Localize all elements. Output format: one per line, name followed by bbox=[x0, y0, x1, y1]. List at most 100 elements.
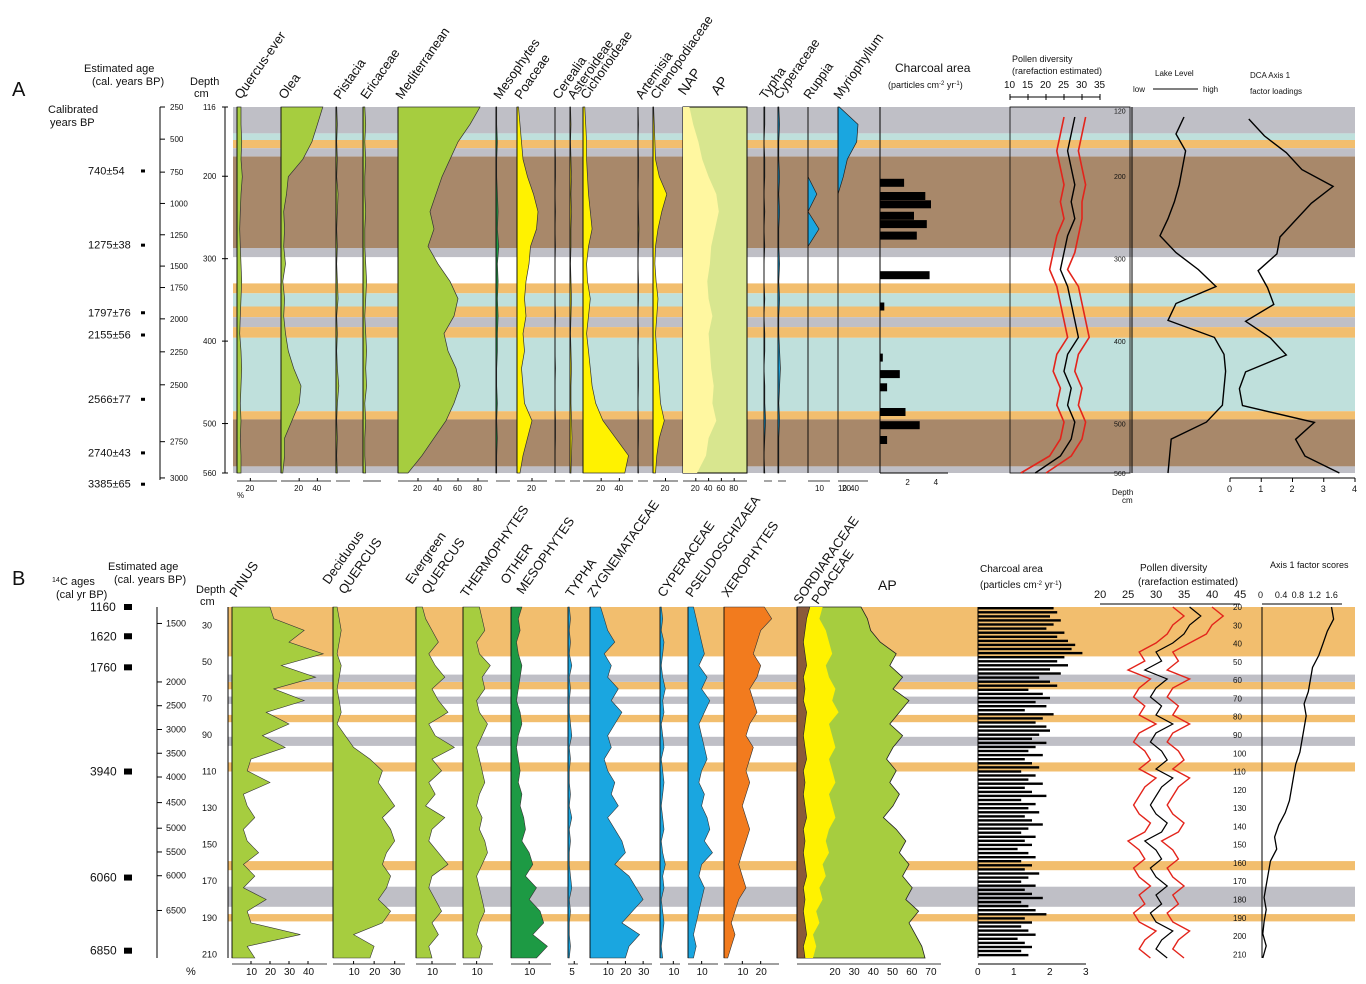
panel-b-charcoal-bar-7 bbox=[978, 635, 1058, 638]
panel-a-zone-7 bbox=[233, 293, 1355, 307]
panel-b-charcoal-bar-28 bbox=[978, 721, 1036, 724]
panel-b-charcoal-bar-27 bbox=[978, 717, 1043, 720]
panel-a-calibrated-marker-0 bbox=[141, 169, 145, 173]
panel-a-depth-tick-label-2: 300 bbox=[203, 255, 217, 264]
panel-b-pinus-scale-label-3: 40 bbox=[303, 967, 315, 978]
panel-b-charcoal-bar-13 bbox=[978, 660, 1058, 663]
panel-b-c14-sub: (cal yr BP) bbox=[56, 589, 107, 601]
panel-b-c14-age-5: 6850 bbox=[90, 944, 117, 958]
panel-b-charcoal-tick-3: 3 bbox=[1083, 967, 1089, 978]
panel-b-axis1-tick-1: 0.4 bbox=[1275, 590, 1288, 600]
panel-b-diversity-depth-17: 190 bbox=[1233, 914, 1247, 923]
panel-b-charcoal-bar-51 bbox=[978, 815, 1025, 818]
panel-a-dca-line bbox=[1238, 118, 1340, 474]
panel-a-diversity-title: Pollen diversity bbox=[1012, 54, 1073, 64]
panel-b-charcoal-bar-25 bbox=[978, 709, 1025, 712]
panel-a-nap-scale-label-2: 60 bbox=[716, 484, 725, 493]
panel-a-calibrated-marker-1 bbox=[141, 243, 145, 247]
panel-b-charcoal-bar-46 bbox=[978, 794, 1047, 798]
panel-b-age-tick-label-5: 4000 bbox=[166, 772, 186, 782]
panel-a-diversity-tick-label-4: 30 bbox=[1076, 80, 1088, 91]
panel-b-diversity-tick-2: 30 bbox=[1150, 589, 1162, 601]
panel-b-diversity-tick-1: 25 bbox=[1122, 589, 1134, 601]
panel-a-depth-unit: cm bbox=[194, 88, 209, 100]
panel-b-charcoal-bar-36 bbox=[978, 753, 1043, 757]
panel-a-depth-tick-label-1: 200 bbox=[203, 172, 217, 181]
panel-b-charcoal-column: 0 1 2 3 Charcoal area (particles cm-2 yr-1) bbox=[975, 564, 1089, 978]
panel-a-calibrated-marker-5 bbox=[141, 451, 145, 455]
panel-b-diversity-depth-2: 40 bbox=[1233, 640, 1242, 649]
panel-b-charcoal-bar-42 bbox=[978, 778, 1029, 781]
panel-a-diversity-upper bbox=[1045, 116, 1091, 474]
panel-b-charcoal-bar-48 bbox=[978, 802, 1036, 806]
panel-b-age-tick-label-0: 1500 bbox=[166, 618, 186, 628]
panel-b-depth-tick-5: 130 bbox=[202, 803, 217, 813]
panel-a-quercus-ever-unit-label: % bbox=[237, 491, 244, 500]
panel-a-charcoal-bar-2 bbox=[880, 200, 931, 209]
panel-a-zone-10 bbox=[233, 327, 1355, 338]
panel-a-cyperaceae-area bbox=[777, 106, 781, 474]
panel-b-charcoal-bar-57 bbox=[978, 839, 1025, 842]
panel-b-estimated-age-title: Estimated age bbox=[108, 561, 178, 573]
panel-a-lake-level-high: high bbox=[1203, 85, 1218, 94]
panel-b-charcoal-bar-84 bbox=[978, 949, 1022, 953]
panel-b-charcoal-bar-30 bbox=[978, 729, 1050, 732]
panel-b-diversity-depth-16: 180 bbox=[1233, 896, 1247, 905]
panel-a-calibrated-sub: years BP bbox=[50, 117, 95, 129]
panel-a-dca-subtitle: factor loadings bbox=[1250, 87, 1302, 96]
panel-a-age-tick-label-8: 2250 bbox=[170, 348, 188, 357]
panel-a-dca-tick-label-3: 3 bbox=[1321, 484, 1326, 494]
panel-b-charcoal-bar-20 bbox=[978, 688, 1029, 691]
panel-b-zone-4 bbox=[228, 714, 1355, 723]
panel-b-charcoal-bar-81 bbox=[978, 937, 1018, 940]
panel-a-depth-tick-label-5: 560 bbox=[203, 469, 217, 478]
panel-a-calibrated-marker-4 bbox=[141, 397, 145, 401]
panel-a-charcoal-unit-part-1: -2 bbox=[939, 81, 945, 87]
panel-a-quercus-ever-scale-label-0: 20 bbox=[245, 484, 254, 493]
panel-a-charcoal-column: 2 4 Charcoal area (particles cm-2 yr-1) bbox=[879, 61, 971, 487]
panel-b-charcoal-bar-54 bbox=[978, 827, 1029, 830]
panel-a-mediterranean-scale-label-2: 60 bbox=[453, 484, 462, 493]
panel-b-zone-8 bbox=[228, 886, 1355, 907]
panel-b-zone-1 bbox=[228, 674, 1355, 682]
panel-a-asteroideae-area bbox=[569, 106, 573, 474]
panel-b-diversity-depth-1: 30 bbox=[1233, 621, 1242, 630]
panel-b-charcoal-bar-4 bbox=[978, 623, 1054, 626]
panel-b-charcoal-tick-0: 0 bbox=[975, 967, 981, 978]
panel-b-charcoal-bar-38 bbox=[978, 762, 1032, 765]
panel-b-ap-scale-label-3: 50 bbox=[887, 967, 899, 978]
panel-b-diversity-tick-0: 20 bbox=[1094, 589, 1106, 601]
panel-b-ap-scale-label-4: 60 bbox=[906, 967, 918, 978]
panel-a-diversity-depth-5: 560 bbox=[1114, 471, 1126, 478]
panel-b-depth-tick-3: 90 bbox=[202, 730, 212, 740]
panel-b-zone-9 bbox=[228, 914, 1355, 922]
panel-a-myriophyllum-label: Myriophyllum bbox=[830, 30, 886, 101]
panel-a-calibrated-age-5: 2740±43 bbox=[88, 447, 131, 459]
panel-a-diversity-column: 10 15 20 25 30 35 Pollen diversity (rarefaction… bbox=[1004, 54, 1133, 505]
panel-a-dca-column: DCA Axis 1 factor loadings 0 1 2 3 4 bbox=[1227, 71, 1357, 494]
panel-b-charcoal-bar-76 bbox=[978, 917, 1025, 920]
panel-a-charcoal-bar-8 bbox=[880, 353, 883, 362]
panel-a-myriophyllum-scale-label-2: 40 bbox=[850, 484, 859, 493]
panel-a-age-tick-label-3: 1000 bbox=[170, 199, 188, 208]
panel-b-deciduous-quercus-area bbox=[332, 606, 396, 959]
panel-b-charcoal-bar-31 bbox=[978, 733, 1040, 736]
panel-a-charcoal-bar-5 bbox=[880, 231, 917, 240]
panel-a-olea-label: Olea bbox=[275, 70, 303, 102]
panel-a-depth-title: Depth bbox=[190, 76, 219, 88]
panel-a: A Estimated age (cal. years BP) Depth cm… bbox=[12, 13, 1357, 505]
panel-b-xerophytes-scale-label-1: 20 bbox=[756, 967, 768, 978]
panel-b-charcoal-bar-69 bbox=[978, 888, 1025, 891]
panel-a-typha-area bbox=[763, 106, 766, 474]
panel-b-charcoal-bar-75 bbox=[978, 913, 1047, 916]
panel-a-zone-14 bbox=[233, 466, 1355, 473]
panel-b-charcoal-bar-33 bbox=[978, 741, 1047, 745]
panel-b-charcoal-bar-14 bbox=[978, 664, 1068, 667]
panel-b-charcoal-bar-66 bbox=[978, 876, 1029, 879]
panel-a-lake-level-column: Lake Levellowhigh120200300400500560 bbox=[1131, 69, 1227, 474]
